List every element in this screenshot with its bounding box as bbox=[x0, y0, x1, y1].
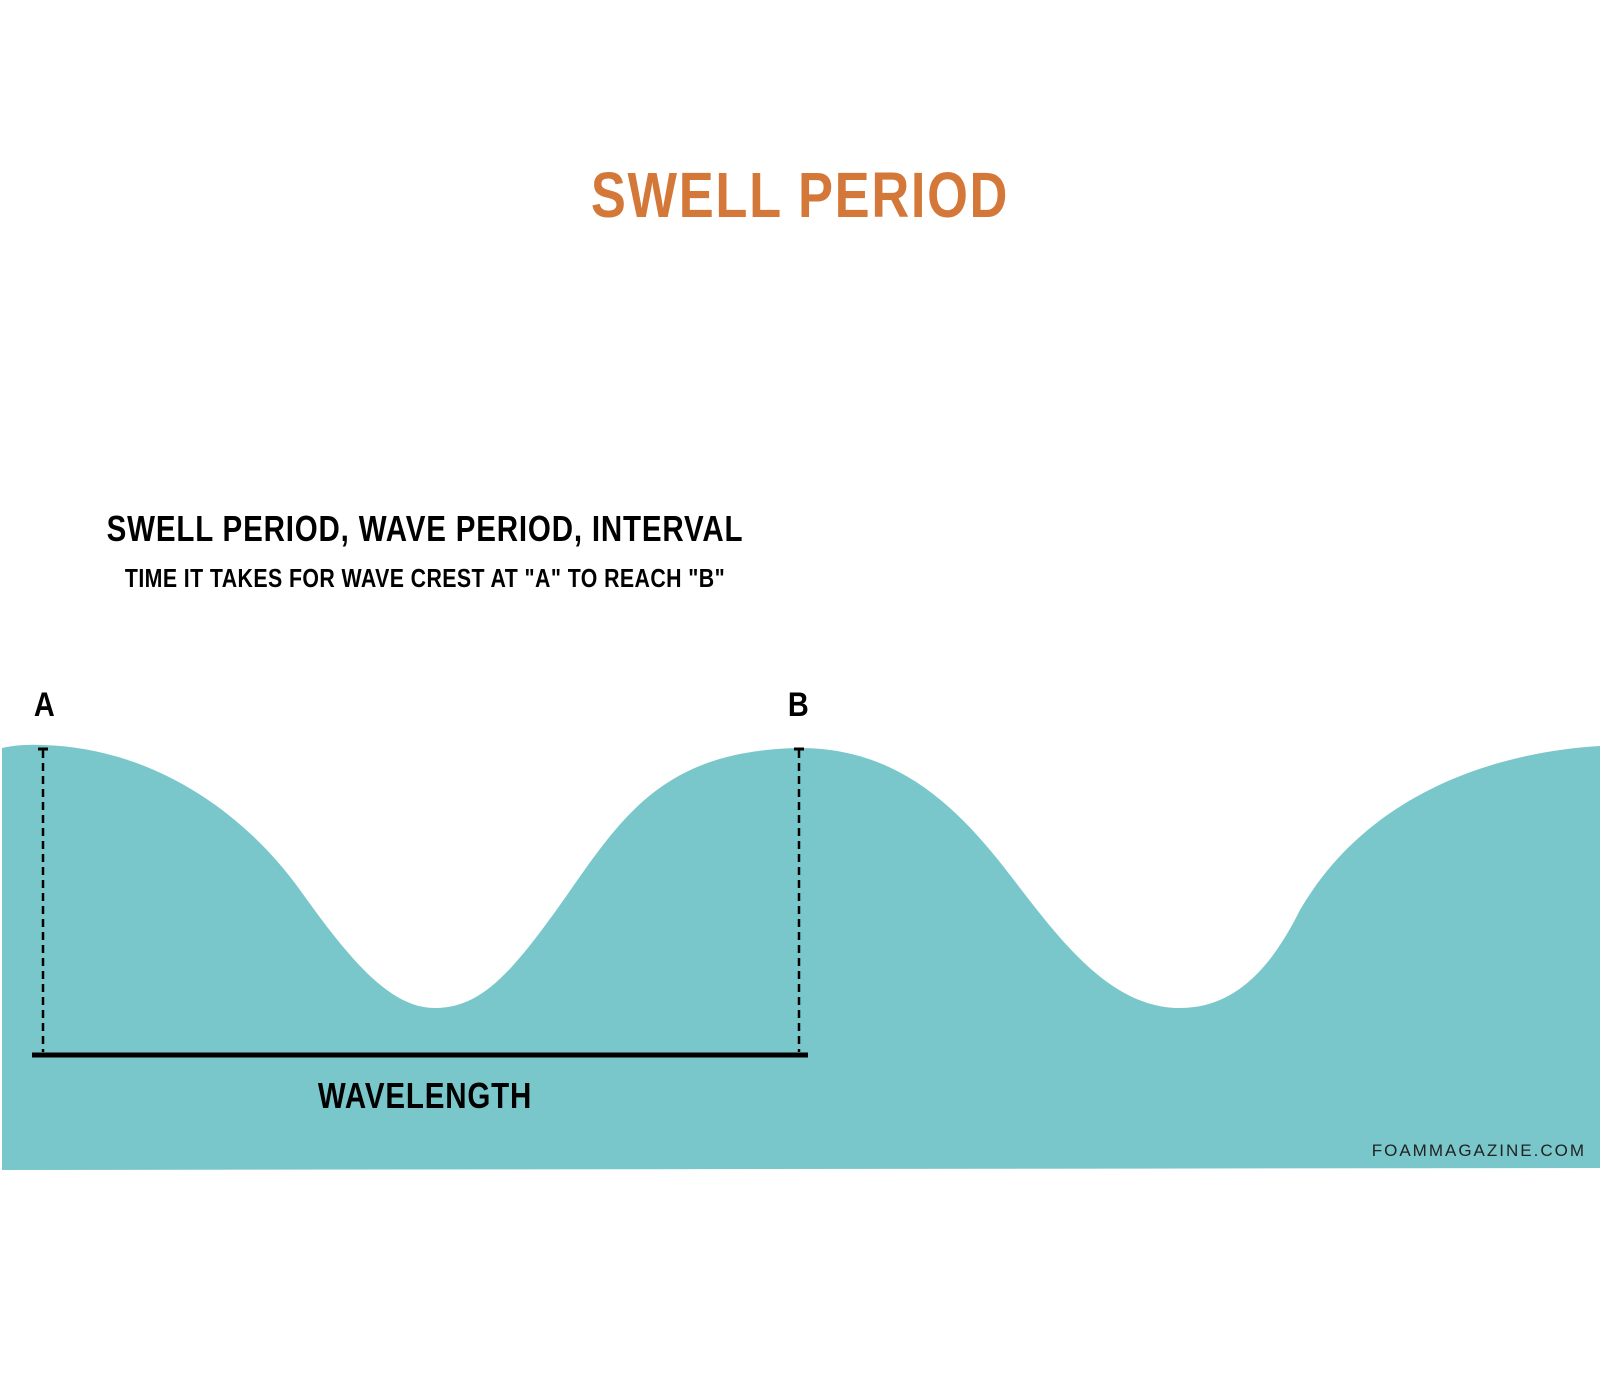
point-a-label: A bbox=[33, 686, 55, 724]
point-b-label: B bbox=[787, 686, 809, 724]
diagram-subheading: TIME IT TAKES FOR WAVE CREST AT "A" TO R… bbox=[124, 563, 726, 593]
page-title: SWELL PERIOD bbox=[590, 159, 1010, 231]
wave-shape bbox=[2, 744, 1600, 1170]
wavelength-label: WAVELENGTH bbox=[317, 1075, 533, 1116]
diagram-heading: SWELL PERIOD, WAVE PERIOD, INTERVAL bbox=[106, 508, 744, 549]
watermark: FOAMMAGAZINE.COM bbox=[1371, 1141, 1586, 1160]
